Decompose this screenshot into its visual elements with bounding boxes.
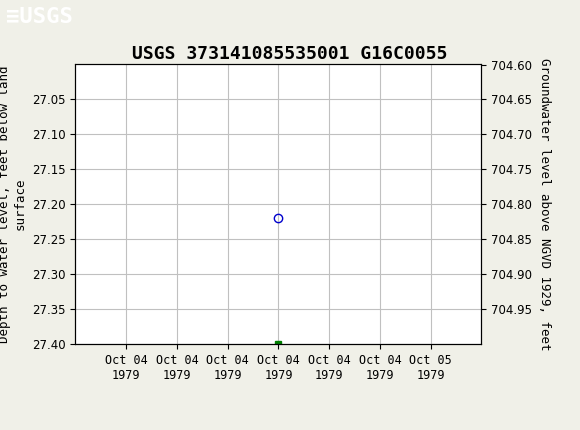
Text: USGS 373141085535001 G16C0055: USGS 373141085535001 G16C0055: [132, 45, 448, 63]
Y-axis label: Depth to water level, feet below land
surface: Depth to water level, feet below land su…: [0, 65, 27, 343]
Y-axis label: Groundwater level above NGVD 1929, feet: Groundwater level above NGVD 1929, feet: [538, 58, 550, 350]
Text: ≡USGS: ≡USGS: [6, 7, 72, 27]
